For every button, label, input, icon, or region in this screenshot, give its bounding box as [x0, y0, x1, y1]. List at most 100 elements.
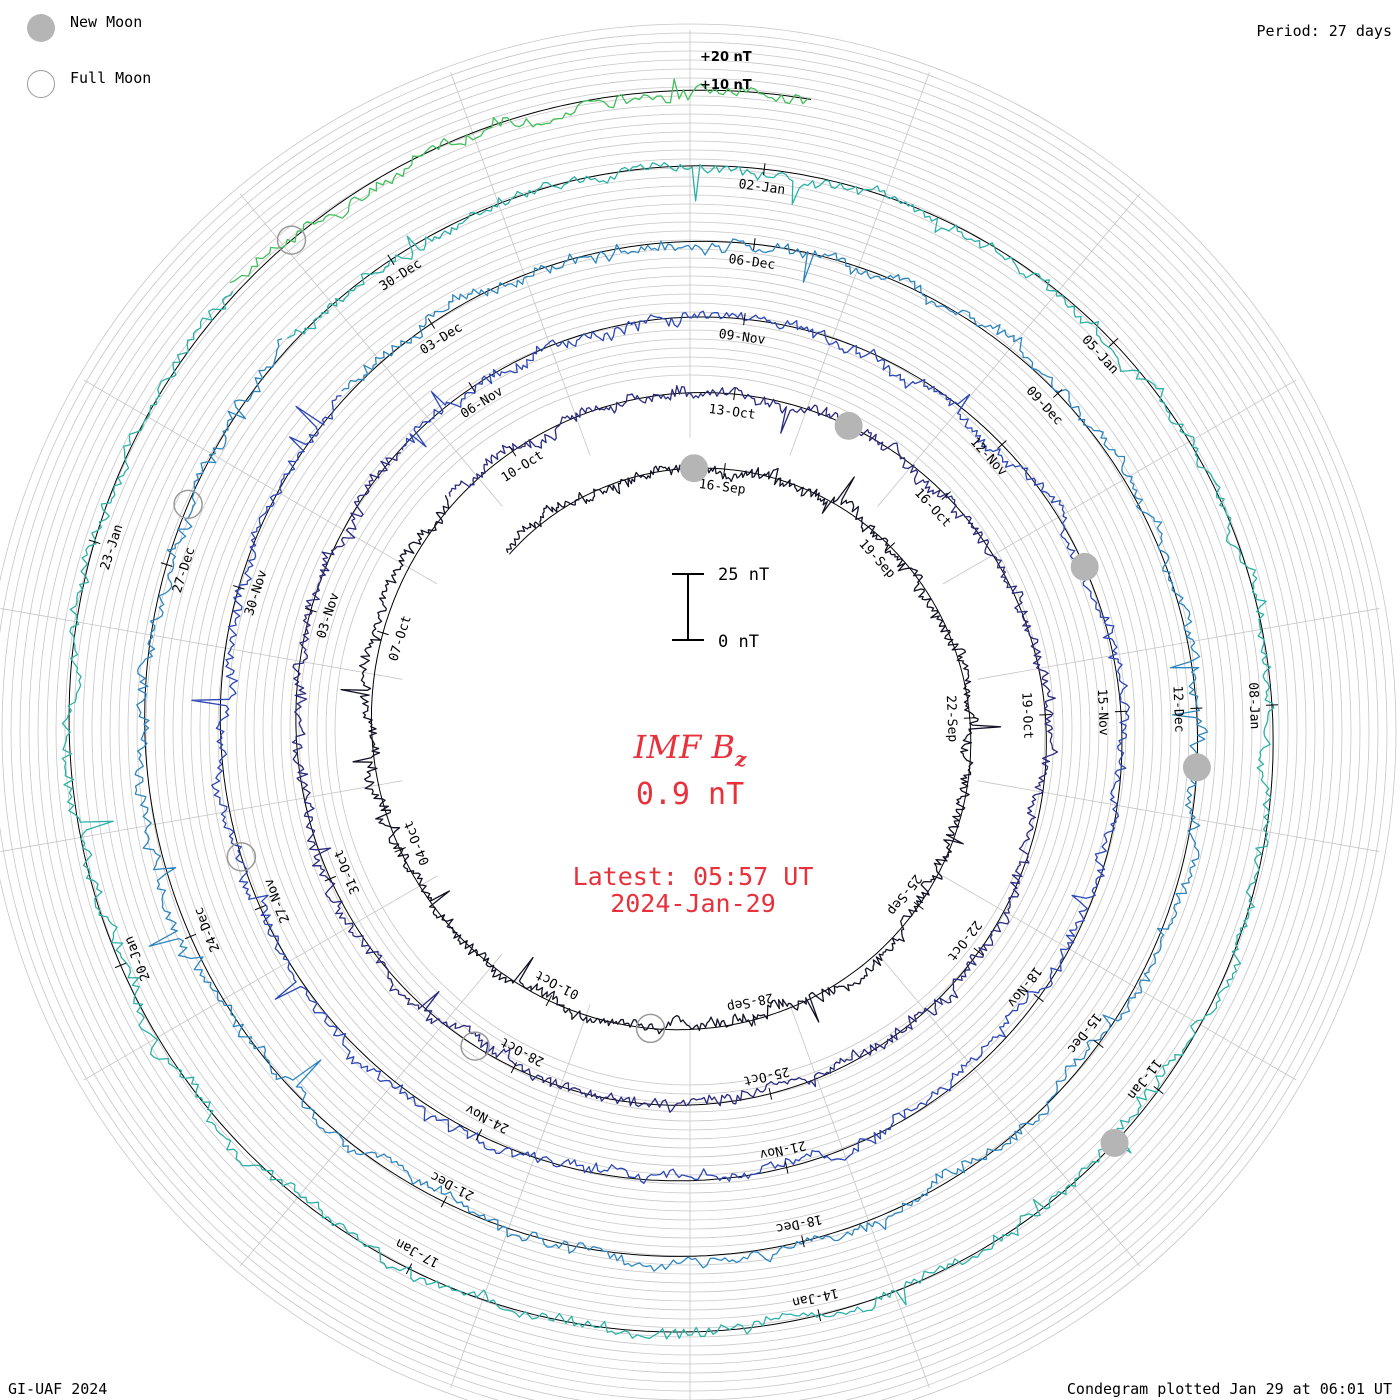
grid-spoke — [877, 193, 1141, 507]
date-tick-mark — [545, 995, 553, 1007]
date-tick-label: 12-Nov — [967, 435, 1010, 480]
new-moon-swatch — [27, 14, 55, 42]
bz-traces — [61, 78, 1275, 1340]
grid-spoke — [789, 72, 930, 456]
new-moon-marker — [1070, 552, 1099, 581]
date-tick-label: 25-Oct — [742, 1063, 791, 1088]
date-tick-label: 11-Jan — [1124, 1056, 1164, 1102]
grid-spoke — [977, 608, 1380, 680]
date-tick-mark — [762, 163, 766, 176]
scale-bar-top-label: 25 nT — [718, 565, 769, 585]
chart-title-main: IMF B — [633, 728, 735, 766]
full-moon-label: Full Moon — [70, 69, 152, 87]
grid-spoke — [789, 1004, 930, 1388]
date-tick-label: 30-Dec — [377, 256, 425, 294]
date-tick-mark — [232, 585, 245, 590]
date-tick-mark — [324, 875, 337, 882]
date-tick-mark — [88, 539, 101, 545]
date-tick-mark — [997, 440, 1007, 449]
grid-spoke — [450, 72, 591, 456]
date-tick-label: 22-Sep — [943, 695, 960, 743]
date-tick-mark — [377, 630, 389, 636]
date-tick-mark — [1052, 389, 1063, 398]
grid-ring — [0, 23, 1397, 1400]
date-tick-mark — [768, 1087, 773, 1100]
date-tick-mark — [475, 1129, 483, 1141]
date-tick-mark — [817, 1309, 822, 1322]
center-readout: 25 nT 0 nT IMF Bz 0.9 nT Latest: 05:57 U… — [573, 565, 814, 918]
date-tick-mark — [405, 1263, 413, 1275]
grid-spoke — [942, 379, 1297, 585]
date-tick-mark — [1093, 1039, 1104, 1049]
date-tick-mark — [1114, 710, 1127, 713]
date-tick-mark — [468, 382, 476, 393]
date-tick-mark — [941, 491, 951, 501]
date-tick-mark — [973, 947, 984, 956]
date-tick-label: 06-Dec — [728, 252, 777, 273]
latest-date: 2024-Jan-29 — [610, 889, 776, 918]
new-moon-marker — [1182, 753, 1211, 782]
grid-spoke — [977, 780, 1380, 852]
new-moon-marker — [680, 454, 709, 483]
date-tick-mark — [753, 238, 756, 251]
date-tick-mark — [440, 1196, 448, 1208]
grid-spoke — [877, 953, 1141, 1267]
date-tick-label: 13-Oct — [708, 402, 757, 423]
date-tick-label: 02-Jan — [738, 177, 787, 198]
grid-spoke — [942, 875, 1297, 1081]
date-tick-mark — [1039, 713, 1052, 716]
date-tick-label: 18-Dec — [774, 1211, 823, 1236]
date-tick-label: 12-Dec — [1169, 685, 1186, 733]
date-tick-label: 07-Oct — [386, 614, 414, 663]
date-tick-mark — [394, 847, 406, 853]
date-tick-mark — [885, 542, 896, 552]
date-tick-mark — [752, 1013, 756, 1026]
date-tick-mark — [160, 562, 173, 567]
ring-label-10nt: +10 nT — [700, 78, 752, 93]
period-label: Period: 27 days — [1256, 22, 1392, 40]
date-tick-mark — [733, 388, 736, 401]
date-tick-label: 21-Nov — [758, 1137, 807, 1162]
date-tick-mark — [723, 463, 726, 476]
latest-time: Latest: 05:57 UT — [573, 862, 814, 891]
moon-markers — [173, 225, 1211, 1157]
date-tick-label: 20-Jan — [122, 934, 154, 983]
bz-trace-turn-1 — [340, 464, 1002, 1035]
date-tick-mark — [387, 254, 395, 266]
date-tick-label: 15-Nov — [1094, 689, 1111, 737]
bz-trace-turn-3 — [191, 310, 1131, 1184]
chart-title-sub: z — [734, 747, 747, 771]
date-tick-mark — [1265, 704, 1278, 706]
grid-spoke — [0, 608, 403, 680]
date-tick-label: 31-Oct — [331, 847, 363, 896]
full-moon-marker — [460, 1031, 490, 1061]
bz-trace-turn-6 — [229, 78, 809, 284]
date-tick-label: 27-Dec — [170, 545, 198, 594]
date-tick-label: 19-Oct — [1018, 692, 1035, 740]
date-tick-mark — [913, 901, 924, 910]
new-moon-marker — [834, 411, 863, 440]
date-tick-mark — [1033, 993, 1044, 1002]
date-tick-mark — [427, 318, 436, 329]
ring-label-20nt: +20 nT — [700, 50, 752, 65]
date-tick-label: 06-Nov — [458, 384, 506, 422]
date-tick-mark — [963, 717, 976, 719]
date-tick-mark — [509, 445, 517, 457]
credit-label: GI-UAF 2024 — [8, 1380, 108, 1398]
date-tick-label: 14-Jan — [791, 1285, 840, 1310]
bz-trace-turn-2 — [291, 385, 1059, 1113]
chart-title: IMF Bz — [633, 728, 747, 771]
date-tick-mark — [510, 1062, 518, 1074]
date-tick-mark — [184, 933, 197, 940]
grid-spoke — [239, 953, 503, 1267]
grid-spoke — [0, 780, 403, 852]
date-tick-label: 16-Sep — [698, 477, 747, 498]
grid-spoke — [83, 379, 438, 585]
date-tick-label: 09-Dec — [1023, 384, 1066, 429]
date-tick-label: 10-Oct — [499, 448, 547, 486]
polar-grid — [0, 23, 1397, 1400]
scale-bar-bottom-label: 0 nT — [718, 632, 759, 652]
date-tick-label: 08-Jan — [1245, 682, 1262, 730]
bz-trace-turn-4 — [134, 238, 1209, 1272]
